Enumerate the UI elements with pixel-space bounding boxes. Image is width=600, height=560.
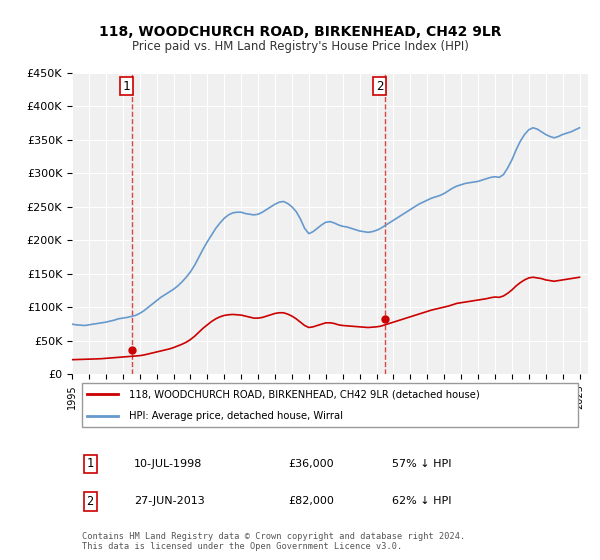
Text: £82,000: £82,000 [289,496,335,506]
Text: 57% ↓ HPI: 57% ↓ HPI [392,459,451,469]
Text: Contains HM Land Registry data © Crown copyright and database right 2024.
This d: Contains HM Land Registry data © Crown c… [82,532,466,551]
Text: 118, WOODCHURCH ROAD, BIRKENHEAD, CH42 9LR (detached house): 118, WOODCHURCH ROAD, BIRKENHEAD, CH42 9… [129,389,479,399]
Text: £36,000: £36,000 [289,459,334,469]
Text: 2: 2 [86,495,94,508]
Text: 118, WOODCHURCH ROAD, BIRKENHEAD, CH42 9LR: 118, WOODCHURCH ROAD, BIRKENHEAD, CH42 9… [99,25,501,39]
Text: 2: 2 [376,80,383,93]
FancyBboxPatch shape [82,382,578,427]
Text: 1: 1 [123,80,130,93]
Text: 1: 1 [86,458,94,470]
Text: HPI: Average price, detached house, Wirral: HPI: Average price, detached house, Wirr… [129,412,343,422]
Text: Price paid vs. HM Land Registry's House Price Index (HPI): Price paid vs. HM Land Registry's House … [131,40,469,53]
Text: 10-JUL-1998: 10-JUL-1998 [134,459,202,469]
Text: 62% ↓ HPI: 62% ↓ HPI [392,496,451,506]
Text: 27-JUN-2013: 27-JUN-2013 [134,496,205,506]
